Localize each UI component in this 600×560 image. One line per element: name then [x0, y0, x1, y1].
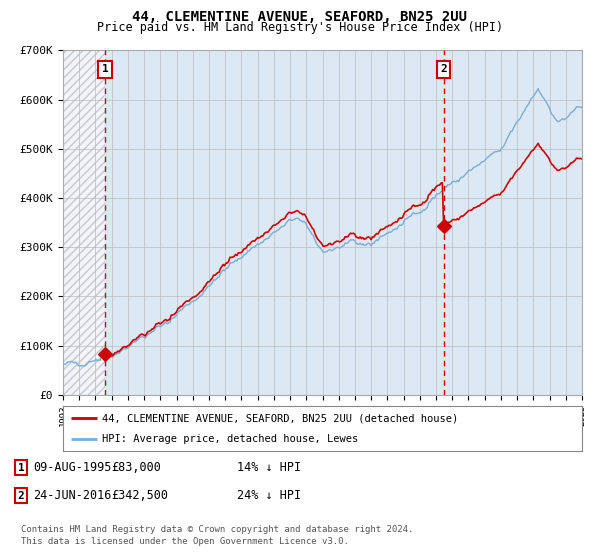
Text: 1: 1: [102, 64, 109, 74]
Point: [100, 349, 110, 358]
Text: HPI: Average price, detached house, Lewes: HPI: Average price, detached house, Lewe…: [102, 433, 358, 444]
Text: 24% ↓ HPI: 24% ↓ HPI: [237, 489, 301, 502]
Text: Price paid vs. HM Land Registry's House Price Index (HPI): Price paid vs. HM Land Registry's House …: [97, 21, 503, 34]
Bar: [63, 50, 105, 395]
Text: 44, CLEMENTINE AVENUE, SEAFORD, BN25 2UU: 44, CLEMENTINE AVENUE, SEAFORD, BN25 2UU: [133, 10, 467, 24]
Text: 44, CLEMENTINE AVENUE, SEAFORD, BN25 2UU (detached house): 44, CLEMENTINE AVENUE, SEAFORD, BN25 2UU…: [102, 413, 458, 423]
Text: 24-JUN-2016: 24-JUN-2016: [33, 489, 112, 502]
Text: 14% ↓ HPI: 14% ↓ HPI: [237, 461, 301, 474]
Point: [439, 222, 448, 231]
Text: £83,000: £83,000: [111, 461, 161, 474]
Text: £342,500: £342,500: [111, 489, 168, 502]
Text: 1: 1: [17, 463, 25, 473]
Text: 2: 2: [440, 64, 447, 74]
Text: This data is licensed under the Open Government Licence v3.0.: This data is licensed under the Open Gov…: [21, 537, 349, 546]
Text: 09-AUG-1995: 09-AUG-1995: [33, 461, 112, 474]
Text: Contains HM Land Registry data © Crown copyright and database right 2024.: Contains HM Land Registry data © Crown c…: [21, 525, 413, 534]
Text: 2: 2: [17, 491, 25, 501]
